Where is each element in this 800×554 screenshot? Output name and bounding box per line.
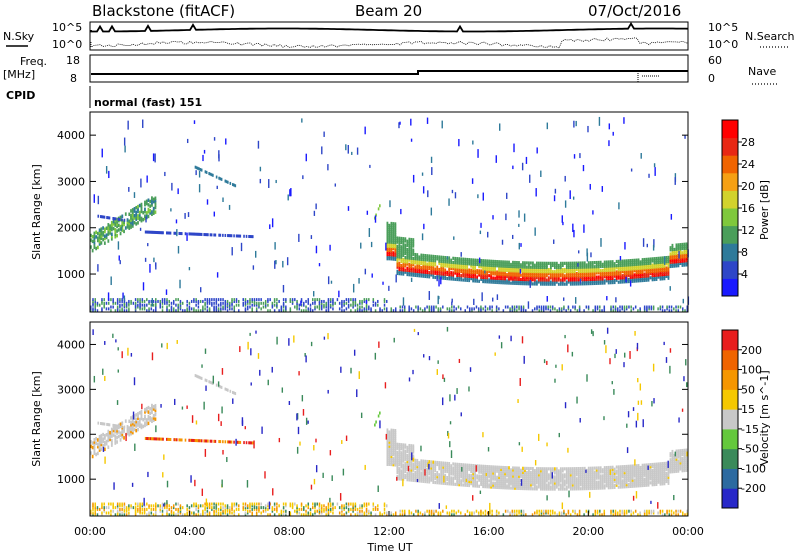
colorbar-swatch	[722, 448, 738, 469]
colorbar-tick-label: -15	[741, 423, 759, 436]
colorbar-tick-label: 100	[741, 364, 762, 377]
velocity-data	[90, 326, 689, 517]
time-axis: 00:00 04:00 08:00 12:00 16:00 20:00 00:00	[74, 511, 704, 538]
colorbar-tick-label: 200	[741, 344, 762, 357]
power-ylabel: Slant Range [km]	[30, 164, 43, 260]
colorbar-swatch	[722, 278, 738, 297]
freq-line	[91, 70, 688, 75]
noise-tick-low-right: 10^0	[708, 38, 738, 51]
nsky-label: N.Sky	[3, 30, 35, 43]
station-title: Blackstone (fitACF)	[92, 2, 235, 20]
noise-panel: N.Sky 10^5 10^0 10^5 10^0 N.Search	[3, 21, 795, 51]
nave-label: Nave	[748, 65, 776, 78]
colorbar-swatch	[722, 428, 738, 450]
colorbar-tick-label: -200	[741, 482, 766, 495]
velocity-y-axis: 1000 2000 3000 4000	[57, 338, 688, 486]
velocity-panel: 1000 2000 3000 4000 Slant Range [km]	[30, 321, 689, 517]
nave-tick-high: 60	[708, 54, 722, 67]
cpid-label: CPID	[6, 89, 35, 102]
range-tick-label: 1000	[57, 268, 85, 281]
freq-label: Freq.	[20, 55, 47, 68]
power-panel: 1000 2000 3000 4000 Slant Range [km]	[30, 111, 690, 313]
colorbar-tick-label: -50	[741, 443, 759, 456]
colorbar-swatch	[722, 349, 738, 371]
colorbar-swatch	[722, 389, 738, 410]
freq-tick-high: 18	[66, 54, 80, 67]
time-tick-label: 20:00	[572, 525, 604, 538]
colorbar-swatch	[722, 260, 738, 279]
colorbar-swatch	[722, 225, 738, 244]
colorbar-tick-label: 15	[741, 403, 755, 416]
colorbar-tick-label: 8	[741, 246, 748, 259]
velocity-ylabel: Slant Range [km]	[30, 371, 43, 467]
noise-tick-low-left: 10^0	[52, 38, 82, 51]
frequency-panel: Freq. [MHz] 18 8 60 0 Nave	[3, 54, 778, 85]
time-axis-label: Time UT	[366, 541, 412, 554]
noise-tick-high-left: 10^5	[52, 21, 82, 34]
colorbar-tick-label: 4	[741, 268, 748, 281]
colorbar-tick-label: 20	[741, 180, 755, 193]
colorbar-swatch	[722, 172, 738, 191]
time-tick-label: 00:00	[672, 525, 704, 538]
colorbar-swatch	[722, 208, 738, 227]
colorbar-swatch	[722, 409, 738, 430]
time-tick-label: 16:00	[473, 525, 505, 538]
range-tick-label: 3000	[57, 175, 85, 188]
colorbar-swatch	[722, 190, 738, 209]
time-tick-label: 12:00	[373, 525, 405, 538]
beam-title: Beam 20	[355, 2, 422, 20]
power-colorbar-label: Power [dB]	[758, 180, 771, 240]
colorbar-swatch	[722, 137, 738, 156]
colorbar-tick-label: 50	[741, 383, 755, 396]
nsky-line	[90, 21, 689, 33]
colorbar-tick-label: 28	[741, 136, 755, 149]
velocity-colorbar: 200 100 50 15 -15 -50 -100 -200	[721, 329, 766, 509]
range-tick-label: 4000	[57, 338, 85, 351]
colorbar-tick-label: 12	[741, 224, 755, 237]
colorbar-swatch	[722, 155, 738, 174]
time-tick-label: 04:00	[174, 525, 206, 538]
time-tick-label: 08:00	[273, 525, 305, 538]
power-colorbar: 4 8 12 16 20 24 28	[721, 119, 755, 297]
colorbar-tick-label: -100	[741, 462, 766, 475]
range-tick-label: 2000	[57, 428, 85, 441]
colorbar-swatch	[722, 243, 738, 262]
date-title: 07/Oct/2016	[588, 2, 681, 20]
nave-line	[637, 71, 660, 82]
colorbar-swatch	[722, 369, 738, 390]
colorbar-swatch	[722, 120, 738, 139]
colorbar-swatch	[722, 330, 738, 351]
colorbar-tick-label: 24	[741, 158, 755, 171]
range-tick-label: 1000	[57, 473, 85, 486]
time-tick-label: 00:00	[74, 525, 106, 538]
power-data	[90, 116, 690, 313]
noise-tick-high-right: 10^5	[708, 21, 738, 34]
colorbar-swatch	[722, 468, 738, 489]
cpid-value: normal (fast) 151	[94, 96, 202, 109]
colorbar-swatch	[722, 488, 738, 509]
nsearch-label: N.Search	[745, 30, 795, 43]
range-tick-label: 2000	[57, 222, 85, 235]
freq-tick-low: 8	[70, 72, 77, 85]
range-tick-label: 4000	[57, 129, 85, 142]
nave-tick-low: 0	[708, 72, 715, 85]
power-y-axis: 1000 2000 3000 4000	[57, 129, 688, 281]
freq-unit: [MHz]	[3, 68, 35, 81]
velocity-colorbar-label: Velocity [m s^-1]	[758, 370, 771, 465]
colorbar-tick-label: 16	[741, 202, 755, 215]
nsearch-line	[90, 37, 689, 49]
range-tick-label: 3000	[57, 383, 85, 396]
